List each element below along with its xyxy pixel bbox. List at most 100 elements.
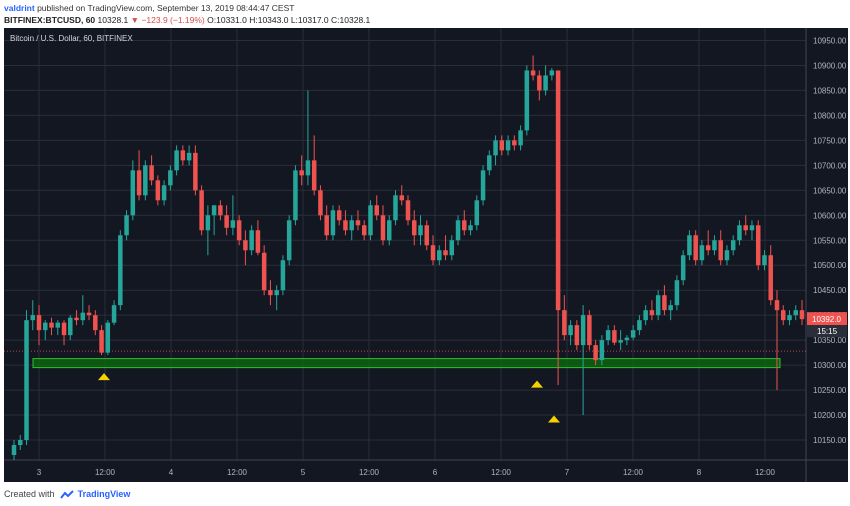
x-tick-label: 12:00: [227, 468, 248, 477]
candle-body: [755, 225, 761, 266]
candle-body: [399, 195, 404, 201]
candle-body: [349, 220, 354, 231]
candle-body: [774, 300, 780, 311]
close-value: C:10328.1: [331, 15, 371, 25]
change-value: −123.9 (−1.19%): [141, 15, 205, 25]
footer: Created with TradingView: [4, 489, 130, 499]
y-tick-label: 10350.00: [813, 336, 847, 345]
candle-body: [24, 320, 29, 441]
x-tick-label: 6: [433, 468, 438, 477]
candle-body: [205, 215, 211, 231]
publish-info: valdrint published on TradingView.com, S…: [4, 3, 294, 13]
candle-body: [268, 290, 273, 296]
candle-body: [668, 305, 673, 311]
candle-body: [149, 165, 154, 181]
candle-body: [186, 152, 192, 161]
candle-body: [412, 220, 417, 236]
y-tick-label: 10900.00: [813, 61, 847, 70]
candle-body: [405, 200, 411, 221]
y-tick-label: 10200.00: [813, 411, 847, 420]
candle-body: [368, 205, 373, 236]
candle-body: [99, 330, 104, 353]
candle-body: [643, 310, 648, 321]
y-tick-label: 10800.00: [813, 111, 847, 120]
candle-body: [199, 190, 204, 231]
candle-body: [105, 322, 111, 353]
symbol-label: BITFINEX:BTCUSD, 60: [4, 15, 96, 25]
low-value: L:10317.0: [290, 15, 329, 25]
candle-body: [280, 260, 286, 291]
candle-body: [193, 152, 198, 191]
candle-body: [593, 345, 598, 361]
candle-body: [799, 310, 805, 320]
countdown-label: 15:15: [817, 327, 838, 336]
candle-body: [443, 250, 448, 256]
candle-body: [655, 295, 661, 316]
author-link[interactable]: valdrint: [4, 3, 35, 13]
candle-body: [324, 215, 329, 236]
candle-body: [474, 200, 480, 226]
x-tick-label: 7: [565, 468, 570, 477]
candle-body: [374, 205, 379, 216]
candle-body: [568, 325, 573, 336]
tradingview-brand-link[interactable]: TradingView: [77, 489, 131, 499]
candle-body: [293, 170, 298, 221]
y-tick-label: 10750.00: [813, 136, 847, 145]
ohlc-legend: BITFINEX:BTCUSD, 60 10328.1 ▼ −123.9 (−1…: [4, 15, 370, 25]
candle-body: [587, 315, 592, 346]
candle-body: [687, 235, 692, 256]
y-tick-label: 10550.00: [813, 236, 847, 245]
x-tick-label: 12:00: [95, 468, 116, 477]
candle-body: [480, 170, 486, 201]
candle-body: [712, 240, 717, 251]
down-arrow-icon: ▼: [130, 15, 140, 25]
candle-body: [430, 245, 436, 261]
candle-body: [487, 155, 492, 171]
candle-body: [462, 220, 467, 231]
y-tick-label: 10700.00: [813, 161, 847, 170]
candle-body: [524, 70, 530, 131]
candle-body: [680, 255, 686, 281]
last-value: 10328.1: [97, 15, 129, 25]
candle-body: [93, 315, 98, 331]
candle-body: [630, 330, 636, 338]
candle-body: [343, 220, 348, 231]
tradingview-logo-icon: [60, 490, 74, 499]
x-tick-label: 12:00: [491, 468, 512, 477]
candle-body: [218, 205, 223, 216]
candle-body: [424, 225, 430, 246]
candle-body: [55, 322, 61, 328]
y-tick-label: 10300.00: [813, 361, 847, 370]
candle-body: [161, 185, 167, 201]
candle-body: [243, 240, 248, 251]
candle-body: [787, 315, 792, 321]
y-tick-label: 10600.00: [813, 211, 847, 220]
candle-body: [612, 330, 617, 343]
candle-body: [674, 280, 680, 306]
candle-body: [749, 225, 755, 231]
candle-body: [155, 180, 161, 201]
candle-body: [418, 225, 423, 236]
candle-body: [499, 140, 505, 151]
y-tick-label: 10950.00: [813, 36, 847, 45]
candle-body: [780, 310, 786, 321]
candle-body: [599, 340, 605, 361]
candle-body: [180, 150, 186, 161]
candle-body: [11, 445, 17, 456]
chart-area[interactable]: [4, 28, 848, 482]
x-tick-label: 12:00: [359, 468, 380, 477]
candle-body: [211, 205, 217, 216]
candle-body: [393, 195, 398, 221]
x-tick-label: 8: [697, 468, 702, 477]
last-price-label: 10392.0: [812, 315, 841, 324]
high-value: H:10343.0: [249, 15, 289, 25]
candle-body: [74, 317, 79, 321]
candle-body: [230, 220, 236, 228]
candle-body: [311, 160, 317, 191]
candle-body: [537, 75, 542, 91]
candle-body: [261, 252, 267, 291]
candle-body: [318, 190, 323, 216]
candle-body: [255, 230, 261, 253]
candle-body: [762, 255, 767, 266]
